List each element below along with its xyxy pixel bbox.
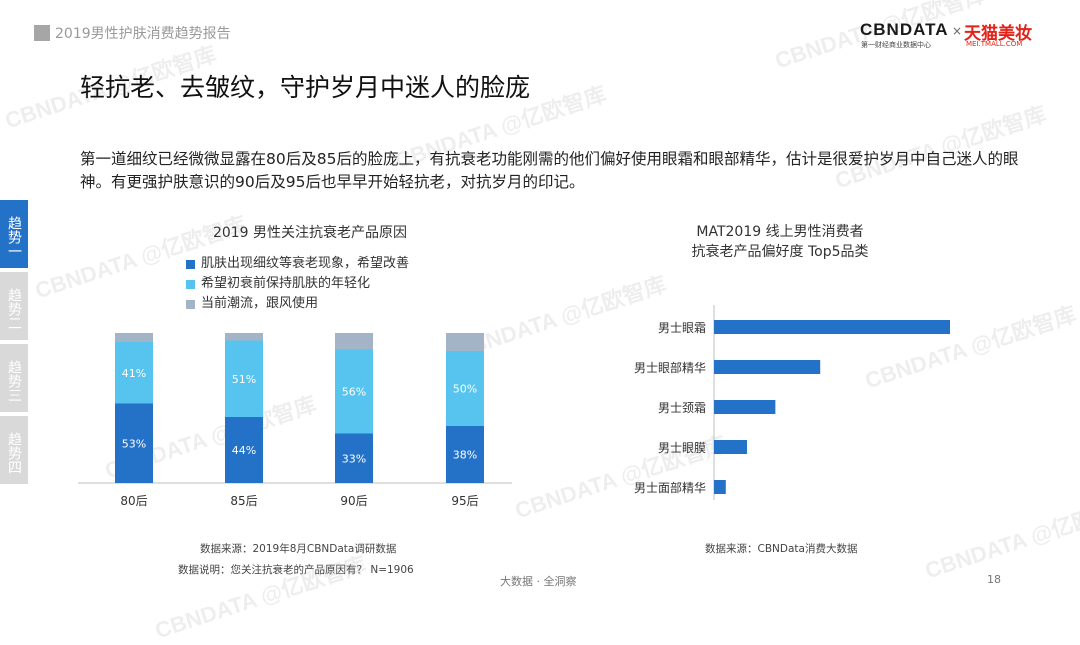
data-label: 38%: [453, 449, 477, 462]
tmall-logo-text: 天猫美妆: [964, 24, 1032, 44]
data-label: 50%: [453, 383, 477, 396]
legend-item: 当前潮流，跟风使用: [186, 294, 409, 314]
category-label: 男士眼霜: [658, 321, 706, 335]
bar-segment: [335, 333, 373, 350]
bar-segment: [335, 433, 373, 483]
cbndata-logo-text: CBNDATA: [860, 20, 949, 39]
side-tab-3[interactable]: 趋势三: [0, 344, 28, 412]
data-label: 44%: [232, 444, 256, 457]
data-label: 51%: [232, 373, 256, 386]
hbar: [714, 440, 748, 454]
hbar: [714, 320, 950, 334]
category-label: 男士眼膜: [658, 441, 706, 455]
brand-logo: CBNDATA 第一财经商业数据中心 × 天猫美妆 MEI.TMALL.COM: [860, 18, 1050, 52]
bar-segment: [225, 417, 263, 483]
bar-segment: [115, 333, 153, 342]
page-title: 轻抗老、去皱纹，守护岁月中迷人的脸庞: [80, 73, 531, 102]
cbndata-logo-sub: 第一财经商业数据中心: [861, 41, 931, 49]
footer-slogan: 大数据 · 全洞察: [500, 575, 577, 588]
stacked-bar-chart: 53% 41% 80后 44% 51% 85后 33% 56% 90后 38% 50% 95后: [78, 333, 512, 508]
bar-segment: [225, 340, 263, 417]
stacked-chart-legend: 肌肤出现细纹等衰老现象，希望改善 希望初衰前保持肌肤的年轻化 当前潮流，跟风使用: [186, 254, 409, 314]
data-label: 56%: [342, 386, 366, 399]
data-label: 41%: [122, 367, 146, 380]
bar-segment: [225, 333, 263, 341]
report-title: 2019男性护肤消费趋势报告: [55, 26, 231, 42]
tmall-logo-sub: MEI.TMALL.COM: [966, 40, 1023, 48]
category-label: 90后: [340, 494, 367, 508]
bar-segment: [115, 403, 153, 483]
legend-label: 希望初衰前保持肌肤的年轻化: [201, 276, 371, 291]
data-label: 53%: [122, 437, 146, 450]
category-label: 95后: [451, 494, 478, 508]
logo-times-sign: ×: [952, 24, 963, 38]
legend-swatch: [186, 279, 195, 289]
stacked-chart-title: 2019 男性关注抗衰老产品原因: [212, 225, 408, 241]
side-tab-4[interactable]: 趋势四: [0, 416, 28, 484]
category-label: 85后: [230, 494, 257, 508]
chart1-note: 数据说明：您关注抗衰老的产品原因有？ N=1906: [178, 564, 414, 576]
hbar: [714, 480, 726, 494]
bar-segment: [115, 342, 153, 404]
chart2-source: 数据来源：CBNData消费大数据: [705, 543, 858, 555]
header-marker: [34, 25, 50, 41]
hbar-chart-title: MAT2019 线上男性消费者 抗衰老产品偏好度 Top5品类: [640, 222, 920, 262]
hbar: [714, 400, 776, 414]
hbar: [714, 360, 821, 374]
bar-segment: [446, 426, 484, 483]
legend-label: 当前潮流，跟风使用: [201, 296, 319, 311]
hbar-chart-title-line2: 抗衰老产品偏好度 Top5品类: [691, 244, 869, 260]
description-text: 第一道细纹已经微微显露在80后及85后的脸庞上，有抗衰老功能刚需的他们偏好使用眼…: [80, 150, 1019, 191]
bar-segment: [335, 349, 373, 434]
category-label: 男士颈霜: [658, 401, 706, 415]
legend-label: 肌肤出现细纹等衰老现象，希望改善: [201, 256, 410, 271]
chart1-source: 数据来源：2019年8月CBNData调研数据: [200, 543, 397, 555]
legend-item: 希望初衰前保持肌肤的年轻化: [186, 274, 409, 294]
page-number: 18: [987, 573, 1001, 586]
category-label: 80后: [120, 494, 147, 508]
data-label: 33%: [342, 452, 366, 465]
side-tab-nav: 趋势一 趋势二 趋势三 趋势四: [0, 200, 28, 488]
category-label: 男士面部精华: [634, 480, 706, 495]
side-tab-2[interactable]: 趋势二: [0, 272, 28, 340]
bar-segment: [446, 351, 484, 426]
legend-swatch: [186, 299, 195, 309]
legend-swatch: [186, 259, 195, 269]
side-tab-1[interactable]: 趋势一: [0, 200, 28, 268]
legend-item: 肌肤出现细纹等衰老现象，希望改善: [186, 254, 409, 274]
hbar-chart-title-line1: MAT2019 线上男性消费者: [696, 224, 864, 240]
bar-segment: [446, 333, 484, 351]
category-label: 男士眼部精华: [634, 360, 706, 375]
